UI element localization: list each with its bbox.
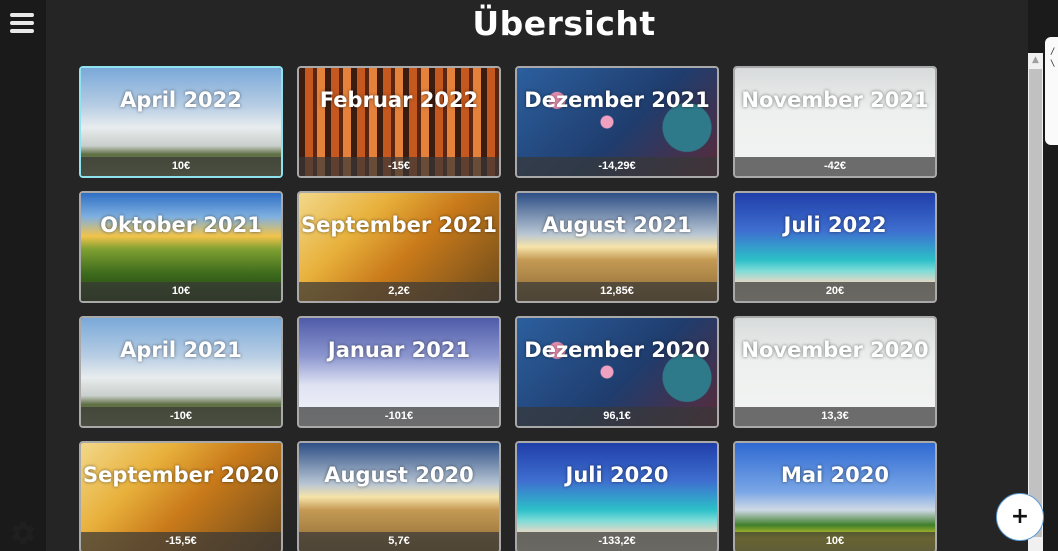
popup-text-line: \ [1050, 59, 1056, 69]
month-card-title: November 2020 [741, 338, 929, 362]
month-card-amount: 10€ [735, 532, 935, 551]
side-popup-panel: / \ [1045, 37, 1058, 145]
month-card[interactable]: November 2020 13,3€ [733, 316, 937, 428]
month-card-title: September 2021 [301, 213, 497, 237]
month-card-title: April 2021 [120, 338, 242, 362]
month-card-title: Dezember 2021 [524, 88, 710, 112]
month-card-amount: 10€ [81, 157, 281, 176]
month-card[interactable]: April 2021 -10€ [79, 316, 283, 428]
month-card-title: Dezember 2020 [524, 338, 710, 362]
page-title: Übersicht [472, 4, 656, 43]
sidebar [0, 0, 46, 551]
month-card-amount: 13,3€ [735, 407, 935, 426]
month-card-amount: 96,1€ [517, 407, 717, 426]
scrollbar-thumb[interactable] [1029, 69, 1042, 537]
month-card[interactable]: August 2020 5,7€ [297, 441, 501, 551]
month-card-title: April 2022 [120, 88, 242, 112]
vertical-scrollbar[interactable]: ▲ [1028, 53, 1043, 551]
hamburger-menu-icon[interactable] [10, 13, 34, 34]
month-card[interactable]: September 2020 -15,5€ [79, 441, 283, 551]
month-card-title: August 2021 [542, 213, 692, 237]
month-card[interactable]: April 2022 10€ [79, 66, 283, 178]
month-card[interactable]: Januar 2021 -101€ [297, 316, 501, 428]
month-card-amount: 12,85€ [517, 282, 717, 301]
month-card[interactable]: September 2021 2,2€ [297, 191, 501, 303]
month-card-amount: 20€ [735, 282, 935, 301]
month-card-amount: 5,7€ [299, 532, 499, 551]
month-card[interactable]: Oktober 2021 10€ [79, 191, 283, 303]
month-card[interactable]: Dezember 2021 -14,29€ [515, 66, 719, 178]
overview-panel: Übersicht April 2022 10€ Februar 2022 -15€ D… [46, 0, 1028, 551]
month-card-title: Mai 2020 [780, 463, 890, 487]
scroll-up-arrow-icon[interactable]: ▲ [1032, 55, 1039, 65]
month-card-title: Juli 2022 [783, 213, 887, 237]
month-card-amount: -133,2€ [517, 532, 717, 551]
month-card[interactable]: Mai 2020 10€ [733, 441, 937, 551]
month-card-amount: -15€ [299, 157, 499, 176]
month-card-amount: -10€ [81, 407, 281, 426]
month-card[interactable]: Juli 2020 -133,2€ [515, 441, 719, 551]
popup-text-line: / [1050, 47, 1056, 57]
month-card-amount: -14,29€ [517, 157, 717, 176]
month-card-title: August 2020 [324, 463, 474, 487]
gear-icon[interactable] [9, 519, 37, 547]
month-card-title: Juli 2020 [565, 463, 669, 487]
add-month-button[interactable]: + [996, 493, 1044, 541]
month-card[interactable]: August 2021 12,85€ [515, 191, 719, 303]
month-card[interactable]: Juli 2022 20€ [733, 191, 937, 303]
month-card-amount: 2,2€ [299, 282, 499, 301]
month-card-title: November 2021 [741, 88, 929, 112]
month-card-amount: -42€ [735, 157, 935, 176]
month-card[interactable]: Februar 2022 -15€ [297, 66, 501, 178]
month-card-amount: 10€ [81, 282, 281, 301]
month-card[interactable]: Dezember 2020 96,1€ [515, 316, 719, 428]
month-card-amount: -15,5€ [81, 532, 281, 551]
month-card-title: Januar 2021 [327, 338, 471, 362]
month-card-amount: -101€ [299, 407, 499, 426]
month-card[interactable]: November 2021 -42€ [733, 66, 937, 178]
month-card-title: Oktober 2021 [100, 213, 262, 237]
month-card-title: Februar 2022 [319, 88, 479, 112]
month-card-title: September 2020 [83, 463, 279, 487]
